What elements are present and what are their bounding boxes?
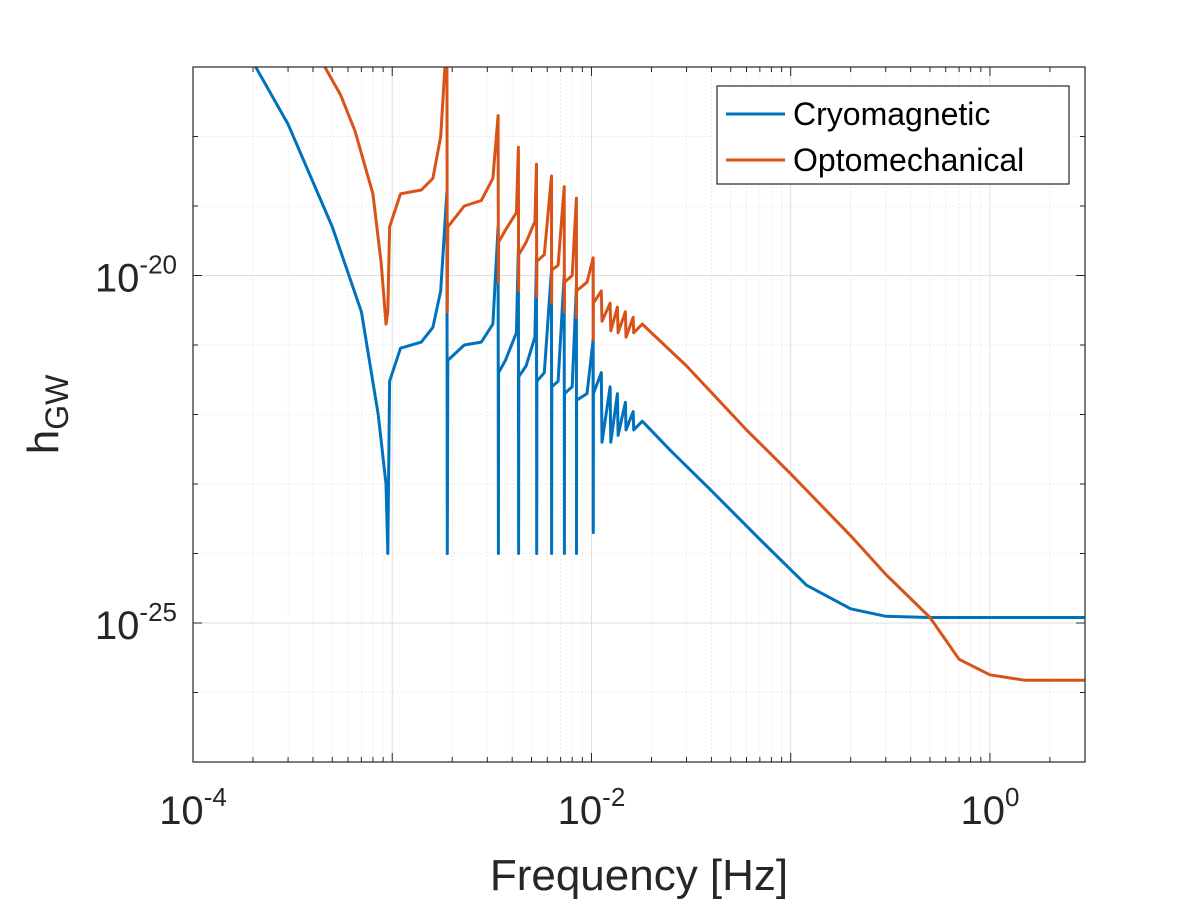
legend-label-cryomagnetic: Cryomagnetic: [793, 96, 990, 132]
y-tick-label: 10-25: [95, 597, 177, 648]
tick-labels: 10-4 10-2 100 10-25 10-20: [95, 250, 1020, 834]
x-tick-label: 10-2: [558, 782, 626, 833]
x-axis-label: Frequency [Hz]: [490, 851, 788, 900]
series-layer: [253, 67, 1085, 682]
series-line-optomechanical: [323, 67, 1085, 682]
x-tick-label: 100: [960, 782, 1019, 833]
legend: Cryomagnetic Optomechanical: [716, 85, 1070, 185]
series-line-cryomagnetic: [253, 67, 1085, 619]
x-tick-label: 10-4: [159, 782, 227, 833]
ticks: [192, 66, 1086, 763]
y-axis-label: hGW: [19, 374, 75, 454]
y-tick-label: 10-20: [95, 250, 177, 301]
legend-box: [716, 85, 1070, 185]
legend-label-optomechanical: Optomechanical: [793, 142, 1024, 178]
